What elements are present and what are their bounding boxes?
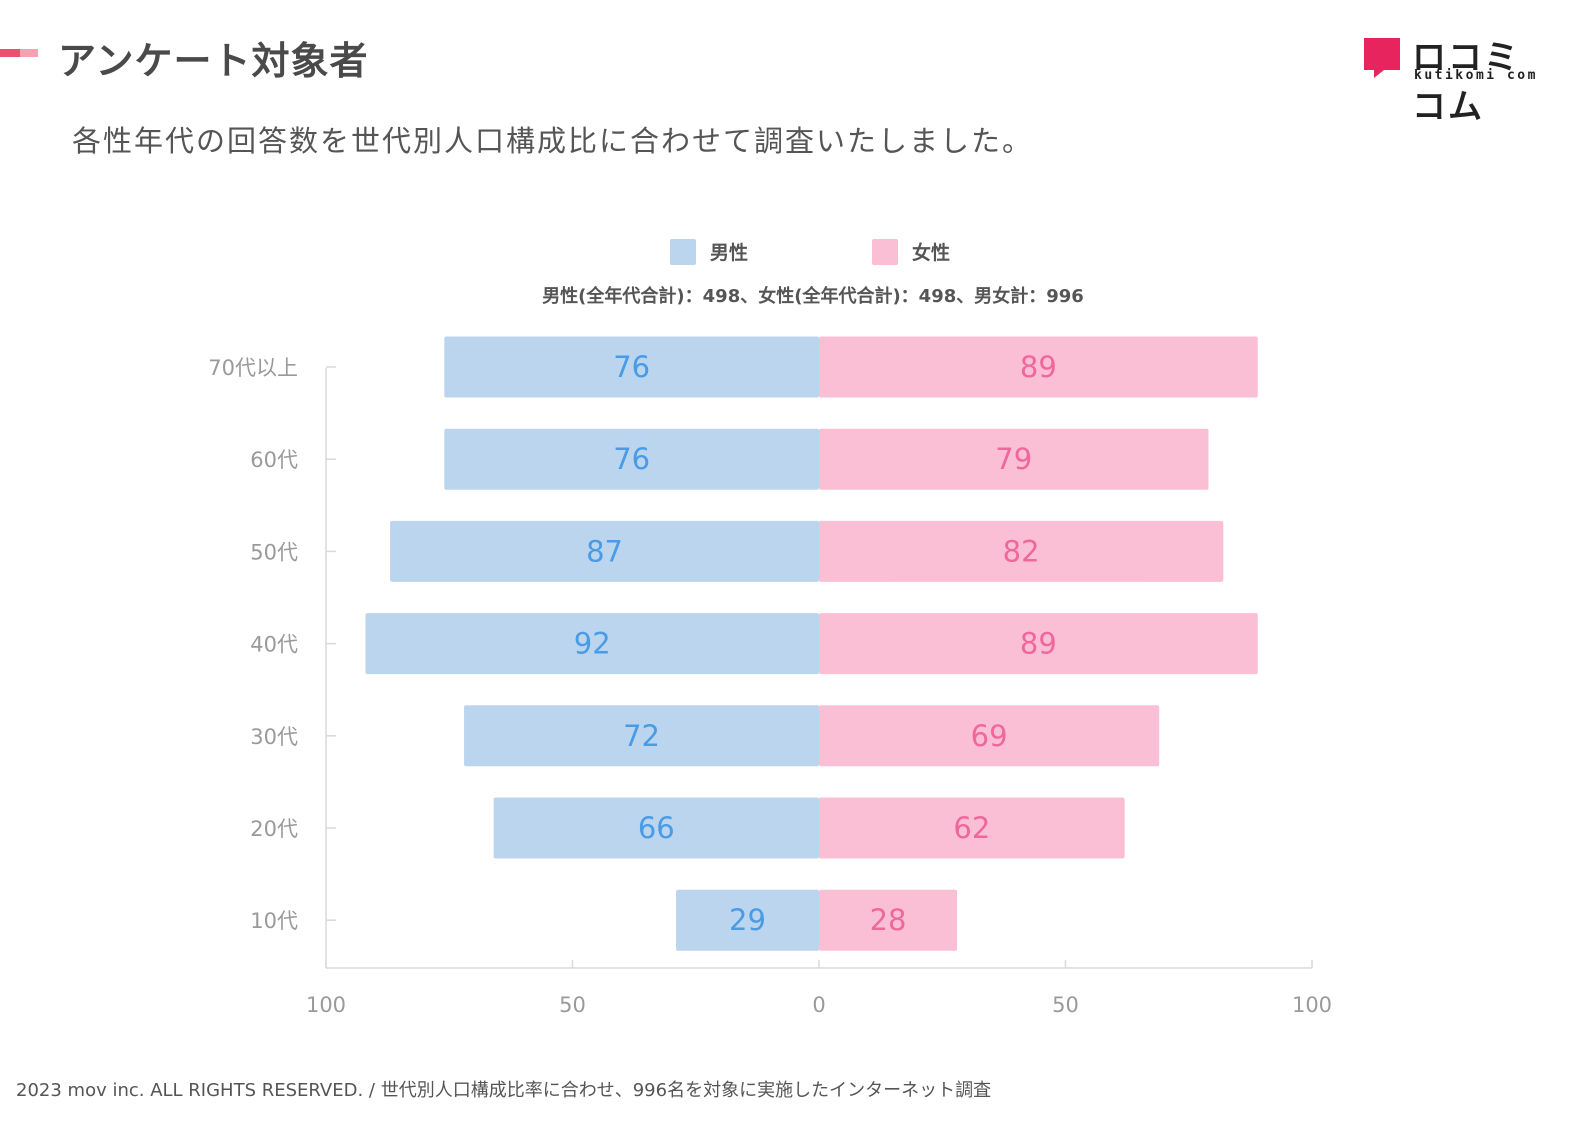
x-tick-label: 100 xyxy=(1292,993,1332,1017)
bar-female xyxy=(819,520,1224,582)
bar-female xyxy=(819,428,1209,490)
bar-male xyxy=(444,428,819,490)
data-label-female: 82 xyxy=(1003,534,1040,568)
data-label-male: 76 xyxy=(613,350,650,384)
legend-label-female: 女性 xyxy=(912,242,951,264)
y-tick-label: 10代 xyxy=(250,909,298,933)
logo-subtext: kutikomi com xyxy=(1414,68,1538,83)
page-subtitle: 各性年代の回答数を世代別人口構成比に合わせて調査いたしました。 xyxy=(72,124,1034,158)
bar-male xyxy=(493,797,819,859)
x-tick-label: 0 xyxy=(812,993,825,1017)
y-tick-label: 70代以上 xyxy=(208,356,298,380)
population-pyramid-chart: 100 50 0 50 100 70代以上 76 89 60代 76 79 50代 87 82 40代 92 8… xyxy=(208,336,1332,1017)
legend-item-female: 女性 xyxy=(872,238,950,265)
legend-label-male: 男性 xyxy=(710,242,749,264)
y-tick-label: 60代 xyxy=(250,448,298,472)
bar-male xyxy=(464,705,819,767)
y-tick-label: 20代 xyxy=(250,817,298,841)
x-tick-label: 50 xyxy=(1052,993,1079,1017)
legend-swatch-female xyxy=(872,238,898,265)
chart-legend: 男性 女性 xyxy=(0,238,1586,268)
bar-female xyxy=(819,336,1258,398)
legend-item-male: 男性 xyxy=(670,238,748,265)
data-label-female: 28 xyxy=(870,903,907,937)
y-tick-label: 30代 xyxy=(250,725,298,749)
bar-female xyxy=(819,797,1125,859)
data-label-male: 72 xyxy=(623,719,660,753)
data-label-male: 87 xyxy=(586,534,623,568)
bar-male xyxy=(390,520,819,582)
copyright-footer: 2023 mov inc. ALL RIGHTS RESERVED. / 世代別… xyxy=(16,1080,992,1101)
data-label-male: 76 xyxy=(613,442,650,476)
logo-wordmark: ロコミコム xyxy=(1412,38,1520,127)
x-tick-label: 100 xyxy=(306,993,346,1017)
data-label-female: 89 xyxy=(1020,350,1057,384)
bar-female xyxy=(819,889,958,951)
brand-logo: ロコミコム kutikomi com xyxy=(1362,34,1552,127)
data-label-male: 66 xyxy=(638,811,675,845)
data-label-female: 89 xyxy=(1020,627,1057,661)
x-tick-label: 50 xyxy=(559,993,586,1017)
bar-female xyxy=(819,705,1160,767)
totals-summary: 男性(全年代合計)：498、女性(全年代合計)：498、男女計：996 xyxy=(542,286,1084,307)
title-accent-mark xyxy=(0,49,38,57)
data-label-female: 79 xyxy=(995,442,1032,476)
speech-bubble-icon xyxy=(1364,38,1400,78)
y-tick-label: 50代 xyxy=(250,540,298,564)
page-title: アンケート対象者 xyxy=(58,39,369,83)
legend-swatch-male xyxy=(670,238,696,265)
data-label-female: 69 xyxy=(971,719,1008,753)
bar-male xyxy=(365,613,819,675)
bar-male xyxy=(444,336,819,398)
y-tick-label: 40代 xyxy=(250,633,298,657)
data-label-male: 92 xyxy=(574,627,611,661)
data-label-male: 29 xyxy=(729,903,766,937)
data-label-female: 62 xyxy=(953,811,990,845)
bar-female xyxy=(819,613,1258,675)
bar-male xyxy=(676,889,819,951)
